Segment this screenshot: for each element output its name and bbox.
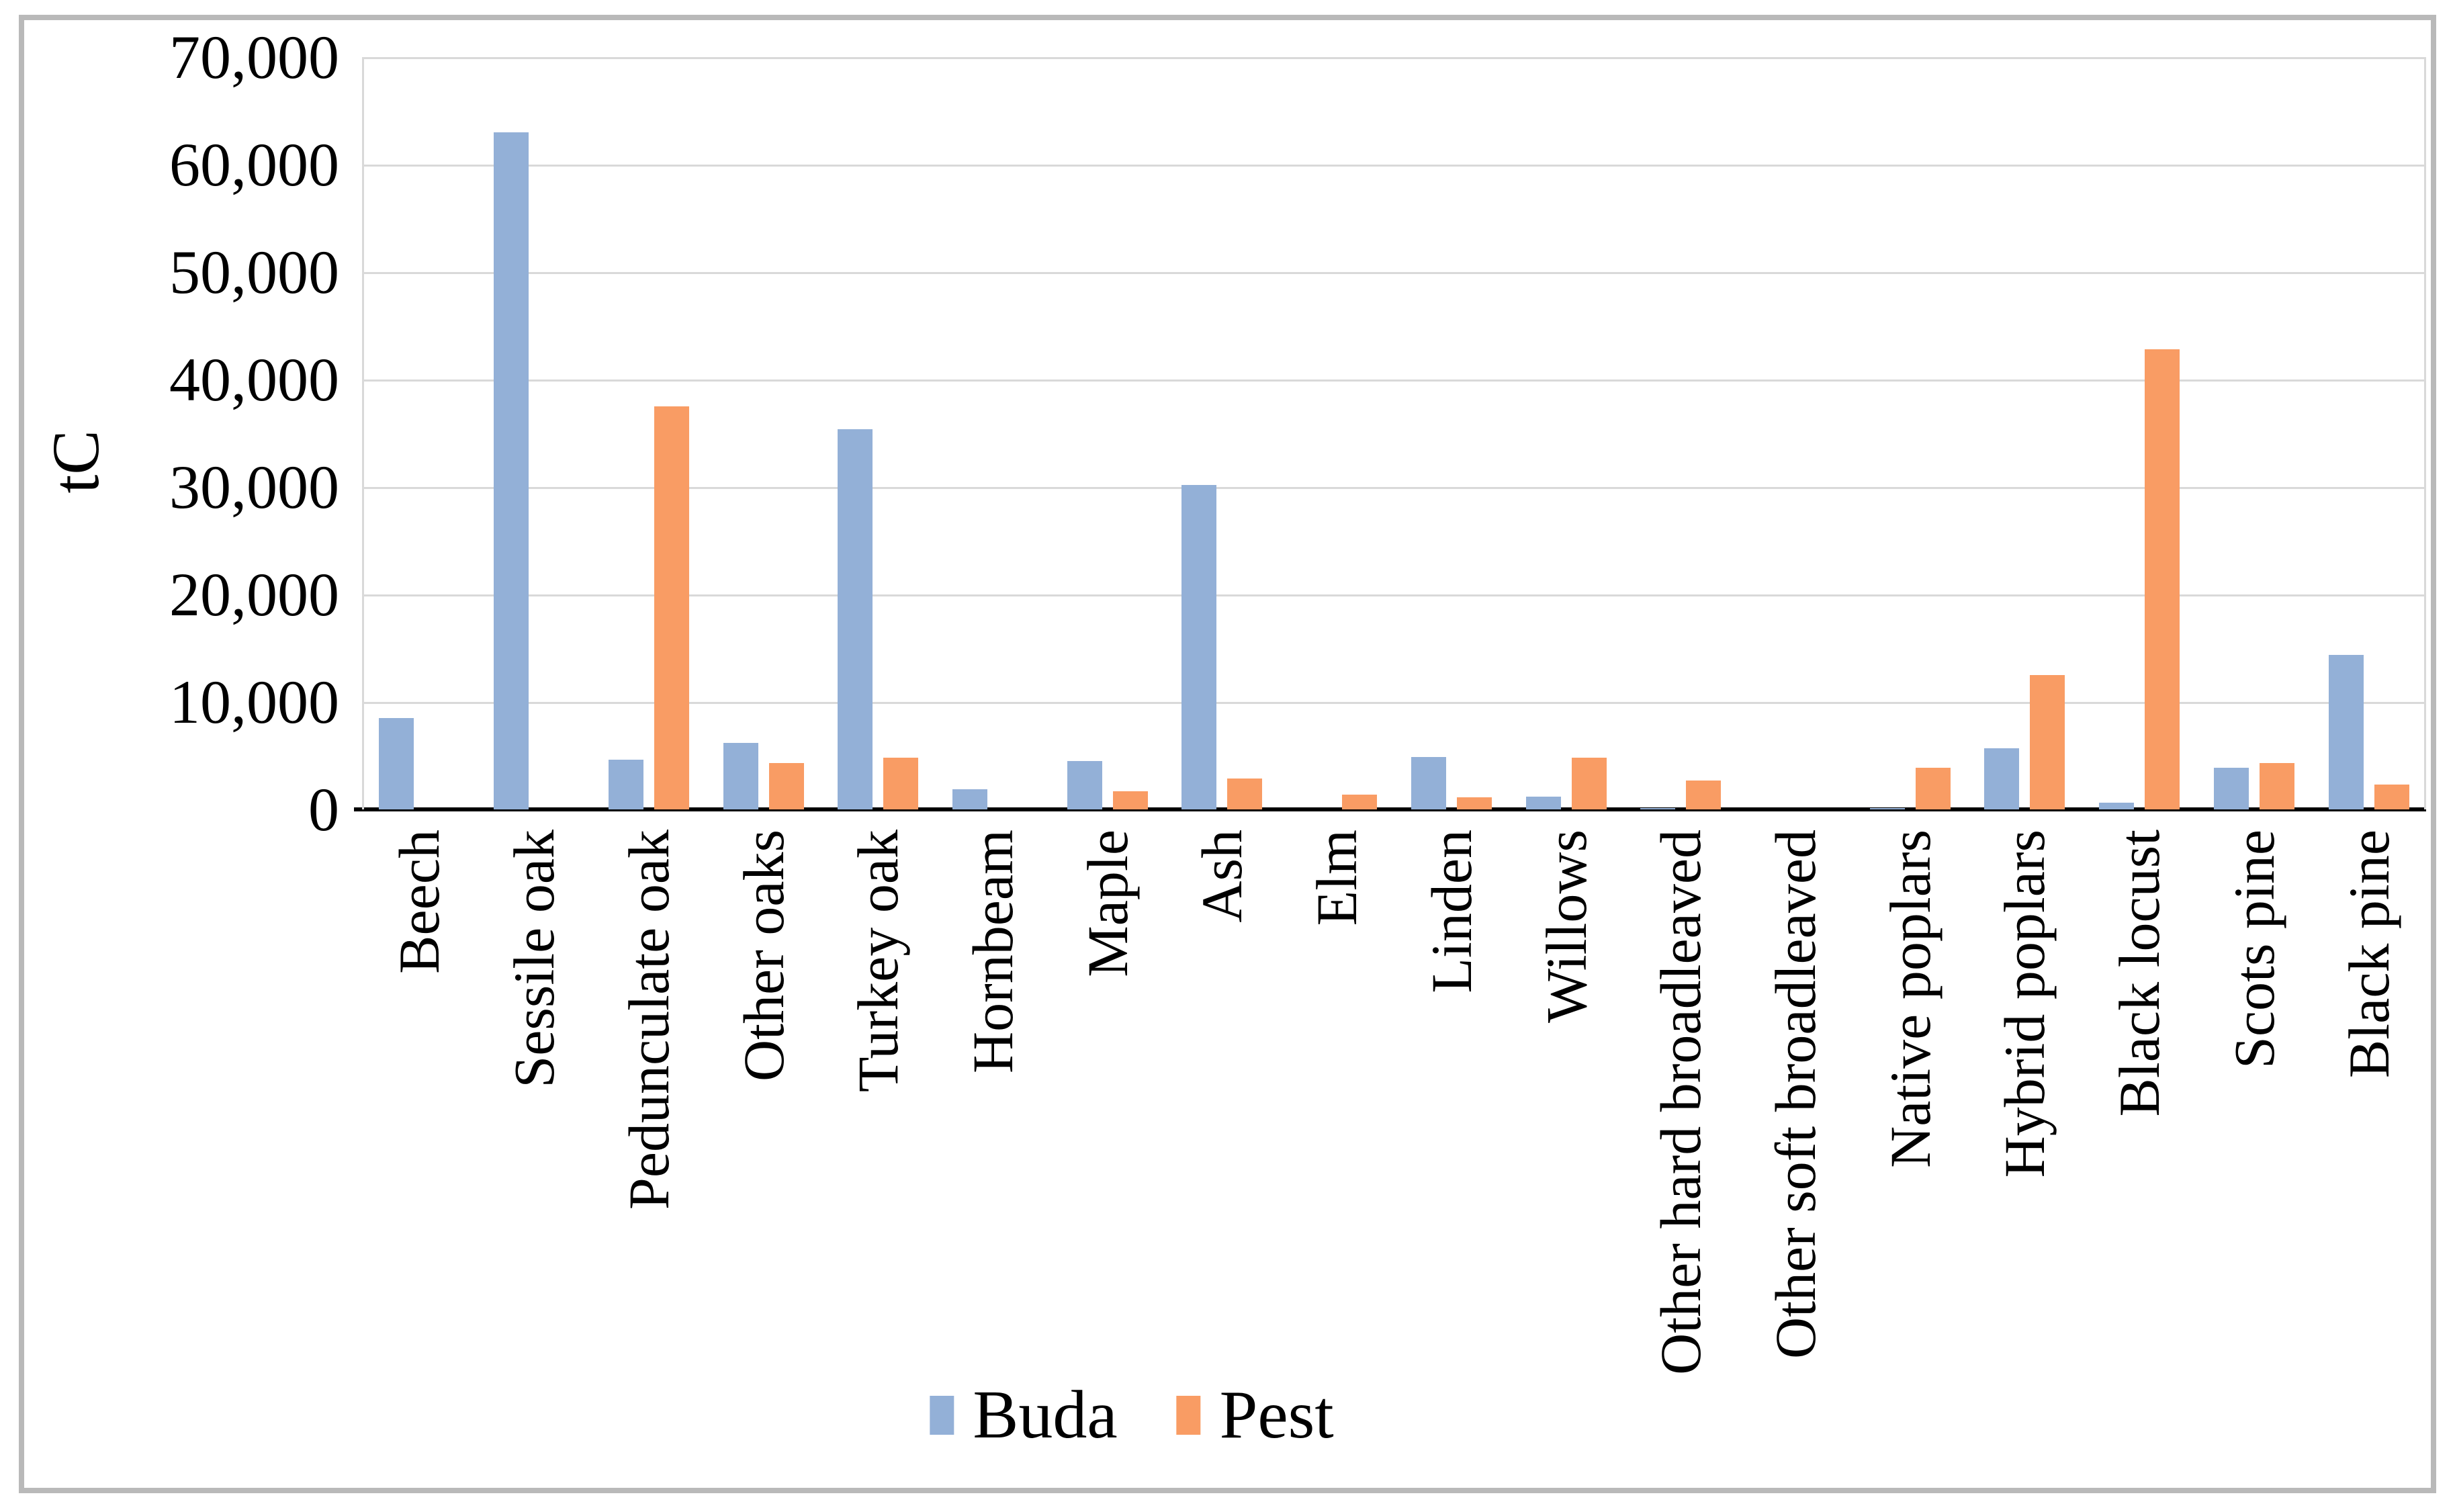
category-label-black-locust: Black locust (2102, 830, 2176, 1131)
category-label-text: Pedunculate oak (617, 830, 681, 1210)
bar-pest-black-pine (2374, 785, 2409, 809)
category-label-ash: Ash (1185, 830, 1259, 937)
category-label-text: Sessile oak (502, 830, 566, 1088)
category-label-native-poplars: Native poplars (1873, 830, 1947, 1182)
bar-pest-black-locust (2145, 349, 2180, 809)
category-label-text: Other oaks (731, 830, 796, 1081)
gridline-50000 (362, 272, 2426, 274)
bar-pest-willows (1572, 758, 1607, 809)
bar-pest-other-hard-broadleaved (1686, 781, 1721, 809)
category-label-pedunculate-oak: Pedunculate oak (612, 830, 686, 1224)
category-label-text: Native poplars (1878, 830, 1943, 1168)
category-label-text: Turkey oak (846, 830, 910, 1092)
bar-buda-turkey-oak (838, 429, 873, 809)
gridline-10000 (362, 702, 2426, 704)
bar-buda-native-poplars (1870, 808, 1905, 809)
gridline-70000 (362, 57, 2426, 59)
y-axis-title-text: tC (38, 430, 113, 494)
category-label-text: Scots pine (2222, 830, 2286, 1069)
y-tick-label-60000: 60,000 (169, 130, 339, 199)
bar-buda-other-oaks (723, 743, 758, 809)
gridline-30000 (362, 487, 2426, 489)
legend-item-buda: Buda (930, 1377, 1118, 1453)
bar-pest-turkey-oak (883, 758, 918, 809)
bar-pest-scots-pine (2260, 763, 2294, 809)
category-label-text: Other hard broadleaved (1648, 830, 1713, 1375)
bar-buda-black-pine (2329, 655, 2364, 809)
bar-buda-linden (1411, 757, 1446, 809)
bar-buda-hornbeam (952, 789, 987, 809)
category-label-maple: Maple (1071, 830, 1145, 991)
gridline-60000 (362, 165, 2426, 167)
category-label-text: Ash (1190, 830, 1254, 923)
gridline-20000 (362, 594, 2426, 596)
bar-pest-ash (1227, 779, 1262, 809)
plot-left-border (362, 57, 364, 809)
category-label-text: Hybrid poplars (1992, 830, 2057, 1178)
legend-swatch-buda (930, 1396, 954, 1435)
y-tick-label-30000: 30,000 (169, 453, 339, 521)
bar-pest-maple (1113, 791, 1148, 809)
bar-pest-linden (1457, 797, 1492, 809)
y-tick-label-0: 0 (308, 775, 339, 844)
category-label-text: Hornbeam (961, 830, 1025, 1073)
y-tick-label-70000: 70,000 (169, 23, 339, 91)
category-label-beech: Beech (382, 830, 456, 988)
bar-buda-ash (1181, 485, 1216, 809)
category-label-other-oaks: Other oaks (727, 830, 801, 1096)
category-label-scots-pine: Scots pine (2217, 830, 2291, 1083)
y-tick-label-10000: 10,000 (169, 668, 339, 736)
legend: Buda Pest (930, 1377, 1334, 1453)
x-axis-line (354, 807, 2426, 811)
category-label-other-soft-broadleaved: Other soft broadleaved (1758, 830, 1832, 1373)
category-label-text: Maple (1075, 830, 1140, 977)
bar-buda-hybrid-poplars (1984, 748, 2019, 809)
category-label-elm: Elm (1300, 830, 1374, 940)
y-tick-label-50000: 50,000 (169, 238, 339, 306)
y-tick-label-40000: 40,000 (169, 345, 339, 414)
category-label-hornbeam: Hornbeam (956, 830, 1030, 1087)
bar-buda-willows (1526, 797, 1561, 809)
bar-buda-beech (379, 718, 414, 809)
legend-label-buda: Buda (973, 1377, 1118, 1453)
gridline-40000 (362, 380, 2426, 382)
legend-item-pest: Pest (1176, 1377, 1334, 1453)
y-tick-label-20000: 20,000 (169, 560, 339, 629)
category-label-black-pine: Black pine (2332, 830, 2406, 1092)
category-label-other-hard-broadleaved: Other hard broadleaved (1644, 830, 1717, 1389)
category-label-text: Black locust (2107, 830, 2172, 1117)
bar-buda-scots-pine (2214, 768, 2249, 809)
category-label-sessile-oak: Sessile oak (497, 830, 571, 1102)
bar-pest-elm (1342, 795, 1377, 809)
bar-pest-hybrid-poplars (2030, 675, 2065, 809)
legend-label-pest: Pest (1219, 1377, 1334, 1453)
category-label-willows: Willows (1529, 830, 1603, 1037)
bar-buda-black-locust (2099, 803, 2134, 809)
bar-pest-other-oaks (769, 763, 804, 809)
bar-buda-sessile-oak (494, 132, 529, 809)
bar-buda-maple (1067, 761, 1102, 809)
category-label-text: Black pine (2337, 830, 2401, 1079)
plot-area (354, 57, 2426, 811)
plot-right-border (2424, 57, 2426, 809)
bar-pest-pedunculate-oak (654, 406, 689, 809)
y-axis-title: tC (38, 430, 120, 591)
bar-buda-other-hard-broadleaved (1640, 808, 1675, 809)
category-label-hybrid-poplars: Hybrid poplars (1988, 830, 2061, 1192)
category-label-text: Linden (1419, 830, 1484, 993)
category-label-linden: Linden (1415, 830, 1488, 1008)
legend-swatch-pest (1176, 1396, 1201, 1435)
category-label-text: Elm (1304, 830, 1369, 926)
category-label-text: Other soft broadleaved (1763, 830, 1828, 1360)
bar-buda-pedunculate-oak (609, 760, 643, 809)
category-label-turkey-oak: Turkey oak (841, 830, 915, 1106)
bar-pest-native-poplars (1916, 768, 1951, 809)
category-label-text: Willows (1534, 830, 1599, 1023)
category-label-text: Beech (387, 830, 451, 974)
